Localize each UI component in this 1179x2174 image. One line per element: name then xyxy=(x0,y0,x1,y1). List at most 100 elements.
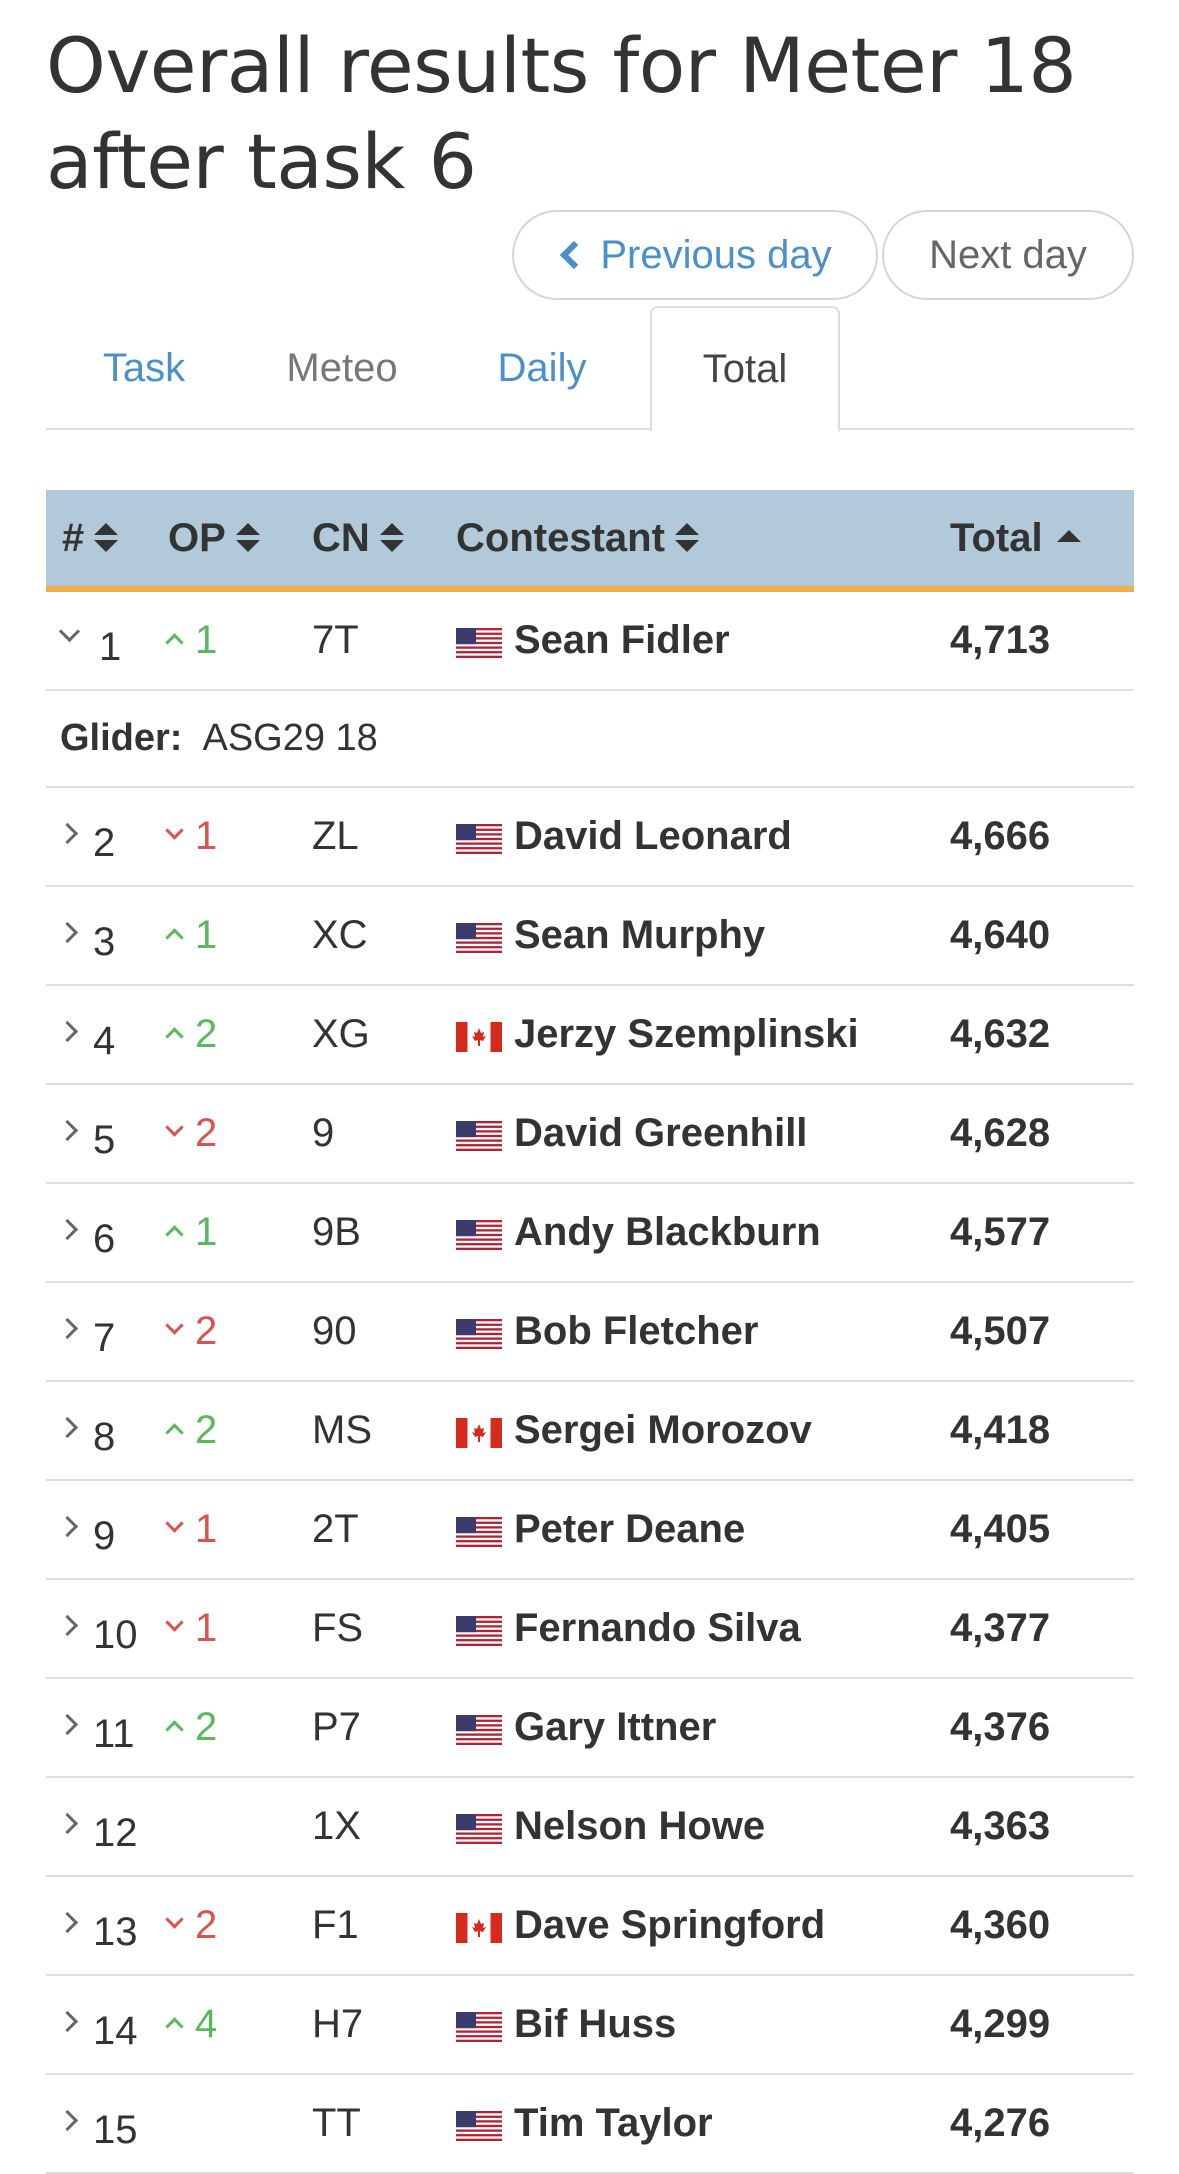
header-rank[interactable]: # xyxy=(46,490,168,592)
cn-cell: XC xyxy=(312,886,456,986)
chevron-down-icon[interactable] xyxy=(58,620,81,643)
op-value: 1 xyxy=(195,1606,218,1650)
contestant-name[interactable]: Bif Huss xyxy=(514,2002,677,2046)
total-cell: 4,377 xyxy=(950,1579,1134,1679)
contestant-name[interactable]: Sean Fidler xyxy=(514,618,730,662)
table-row[interactable]: 1 1 7T Sean Fidler 4,713 xyxy=(46,589,1134,691)
tab-meteo[interactable]: Meteo xyxy=(286,345,398,390)
contestant-cell: David Leonard xyxy=(456,787,950,887)
chevron-right-icon[interactable] xyxy=(56,1713,79,1736)
op-cell: 2 xyxy=(165,1876,312,1976)
usa-flag-icon xyxy=(456,1512,502,1548)
usa-flag-icon xyxy=(456,918,502,954)
table-row[interactable]: 6 1 9B Andy Blackburn 4,577 xyxy=(46,1183,1134,1283)
table-row[interactable]: 9 1 2T Peter Deane 4,405 xyxy=(46,1480,1134,1580)
table-row[interactable]: 10 1 FS Fernando Silva 4,377 xyxy=(46,1579,1134,1679)
results-body: 1 1 7T Sean Fidler 4,713 Glider: ASG29 18 2 1 ZL D… xyxy=(46,589,1134,2174)
table-row[interactable]: 4 2 XG Jerzy Szemplinski 4,632 xyxy=(46,985,1134,1085)
contestant-cell: Tim Taylor xyxy=(456,2074,950,2174)
op-cell: 1 xyxy=(165,787,312,887)
day-navigation: Previous day Next day xyxy=(512,210,1134,300)
rank-cell: 8 xyxy=(46,1381,168,1481)
chevron-right-icon[interactable] xyxy=(56,1416,79,1439)
rank-cell: 7 xyxy=(46,1282,168,1382)
cn-cell: 9B xyxy=(312,1183,456,1283)
cn-cell: XG xyxy=(312,985,456,1085)
op-value: 2 xyxy=(195,1012,218,1056)
cn-cell: FS xyxy=(312,1579,456,1679)
chevron-right-icon[interactable] xyxy=(56,2010,79,2033)
contestant-name[interactable]: Andy Blackburn xyxy=(514,1210,821,1254)
chevron-right-icon[interactable] xyxy=(56,1614,79,1637)
chevron-right-icon[interactable] xyxy=(56,822,79,845)
contestant-cell: Bob Fletcher xyxy=(456,1282,950,1382)
contestant-cell: David Greenhill xyxy=(456,1084,950,1184)
total-cell: 4,666 xyxy=(950,787,1134,887)
table-row[interactable]: 13 2 F1 Dave Springford 4,360 xyxy=(46,1876,1134,1976)
contestant-name[interactable]: Tim Taylor xyxy=(514,2101,713,2145)
canada-flag-icon xyxy=(456,1413,502,1449)
canada-flag-icon xyxy=(456,1908,502,1944)
chevron-right-icon[interactable] xyxy=(56,921,79,944)
op-cell: 2 xyxy=(165,1381,312,1481)
contestant-name[interactable]: Dave Springford xyxy=(514,1903,826,1947)
chevron-right-icon[interactable] xyxy=(56,1218,79,1241)
table-row[interactable]: 2 1 ZL David Leonard 4,666 xyxy=(46,787,1134,887)
rank-value: 8 xyxy=(93,1414,116,1459)
contestant-name[interactable]: Gary Ittner xyxy=(514,1705,717,1749)
contestant-cell: Gary Ittner xyxy=(456,1678,950,1778)
contestant-name[interactable]: Bob Fletcher xyxy=(514,1309,759,1353)
op-cell: 2 xyxy=(165,985,312,1085)
header-cn[interactable]: CN xyxy=(312,490,456,592)
chevron-right-icon[interactable] xyxy=(56,1317,79,1340)
header-op[interactable]: OP xyxy=(168,490,312,592)
tab-task[interactable]: Task xyxy=(102,345,186,390)
chevron-right-icon[interactable] xyxy=(56,1812,79,1835)
chevron-right-icon[interactable] xyxy=(56,1020,79,1043)
arrow-up-icon xyxy=(165,928,184,947)
chevron-right-icon[interactable] xyxy=(56,1515,79,1538)
contestant-name[interactable]: Fernando Silva xyxy=(514,1606,801,1650)
chevron-right-icon[interactable] xyxy=(56,1119,79,1142)
arrow-down-icon xyxy=(165,1118,184,1137)
table-row[interactable]: 5 2 9 David Greenhill 4,628 xyxy=(46,1084,1134,1184)
op-cell xyxy=(168,2074,312,2174)
table-row[interactable]: 15 TT Tim Taylor 4,276 xyxy=(46,2074,1134,2174)
contestant-name[interactable]: David Leonard xyxy=(514,814,792,858)
contestant-name[interactable]: Sergei Morozov xyxy=(514,1408,812,1452)
contestant-name[interactable]: Jerzy Szemplinski xyxy=(514,1012,859,1056)
usa-flag-icon xyxy=(456,1611,502,1647)
header-contestant[interactable]: Contestant xyxy=(456,490,950,592)
rank-cell: 14 xyxy=(46,1975,168,2075)
previous-day-button[interactable]: Previous day xyxy=(512,210,878,300)
table-row[interactable]: 7 2 90 Bob Fletcher 4,507 xyxy=(46,1282,1134,1382)
table-row[interactable]: 8 2 MS Sergei Morozov 4,418 xyxy=(46,1381,1134,1481)
header-total[interactable]: Total xyxy=(950,490,1134,592)
chevron-right-icon[interactable] xyxy=(56,2109,79,2132)
arrow-down-icon xyxy=(165,1514,184,1533)
tab-total[interactable]: Total xyxy=(650,306,840,432)
contestant-cell: Sean Fidler xyxy=(456,589,950,691)
contestant-name[interactable]: Peter Deane xyxy=(514,1507,746,1551)
contestant-name[interactable]: Sean Murphy xyxy=(514,913,766,957)
rank-value: 4 xyxy=(93,1018,116,1063)
detail-cell: Glider: ASG29 18 xyxy=(46,690,1134,788)
tab-daily[interactable]: Daily xyxy=(497,345,587,390)
table-row[interactable]: 3 1 XC Sean Murphy 4,640 xyxy=(46,886,1134,986)
contestant-name[interactable]: David Greenhill xyxy=(514,1111,808,1155)
table-row[interactable]: 11 2 P7 Gary Ittner 4,376 xyxy=(46,1678,1134,1778)
rank-cell: 6 xyxy=(46,1183,168,1283)
contestant-cell: Peter Deane xyxy=(456,1480,950,1580)
total-cell: 4,376 xyxy=(950,1678,1134,1778)
table-row[interactable]: 12 1X Nelson Howe 4,363 xyxy=(46,1777,1134,1877)
usa-flag-icon xyxy=(456,2007,502,2043)
cn-cell: 9 xyxy=(312,1084,456,1184)
op-cell: 2 xyxy=(165,1084,312,1184)
cn-cell: 7T xyxy=(312,589,456,691)
chevron-right-icon[interactable] xyxy=(56,1911,79,1934)
table-row[interactable]: 14 4 H7 Bif Huss 4,299 xyxy=(46,1975,1134,2075)
cn-cell: 1X xyxy=(312,1777,456,1877)
next-day-button[interactable]: Next day xyxy=(882,210,1134,300)
sort-icon xyxy=(379,523,404,553)
contestant-name[interactable]: Nelson Howe xyxy=(514,1804,766,1848)
